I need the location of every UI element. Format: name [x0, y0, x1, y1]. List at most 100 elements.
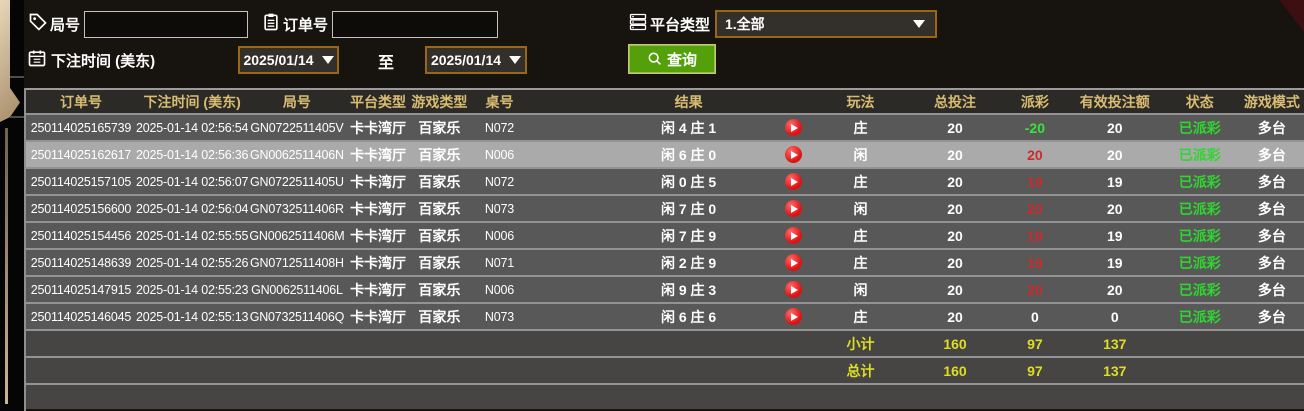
order-number-input[interactable] — [332, 11, 498, 38]
header-result: 结果 — [674, 93, 703, 110]
bet-time-label: 下注时间 (美东) — [51, 53, 156, 70]
play-video-icon[interactable] — [776, 250, 811, 275]
grand-total-payout: 97 — [1027, 362, 1043, 379]
cell-platform: 卡卡湾厅 — [350, 173, 407, 190]
table-row[interactable]: 250114025146045 2025-01-14 02:55:13 GN0732… — [26, 304, 1304, 331]
search-icon — [648, 52, 661, 65]
cell-platform: 卡卡湾厅 — [350, 227, 407, 244]
header-order: 订单号 — [59, 93, 102, 110]
cell-total_bet: 20 — [947, 227, 963, 244]
table-row[interactable]: 250114025148639 2025-01-14 02:55:26 GN0712… — [26, 250, 1304, 277]
cell-play: 闲 — [853, 146, 868, 163]
header-platform: 平台类型 — [350, 93, 407, 110]
cell-round: GN0062511406N — [250, 147, 344, 162]
cell-order: 250114025148639 — [30, 255, 132, 270]
play-video-icon[interactable] — [776, 196, 811, 221]
cell-time: 2025-01-14 02:55:13 — [135, 309, 249, 324]
table-row[interactable]: 250114025157105 2025-01-14 02:56:07 GN0722… — [26, 169, 1304, 196]
cell-result: 闲 9 庄 3 — [660, 281, 717, 298]
round-number-input[interactable] — [84, 11, 248, 38]
subtotal-total-bet: 160 — [943, 335, 967, 352]
cell-result: 闲 7 庄 9 — [660, 227, 717, 244]
table-row[interactable]: 250114025147915 2025-01-14 02:55:23 GN0062… — [26, 277, 1304, 304]
spacer-cell — [531, 115, 601, 140]
cell-time: 2025-01-14 02:55:26 — [135, 255, 249, 270]
platform-type-select[interactable]: 1.全部 — [715, 10, 937, 38]
table-row[interactable]: 250114025165739 2025-01-14 02:56:54 GN0722… — [26, 115, 1304, 142]
cell-table_no: N071 — [484, 255, 514, 270]
cell-status: 已派彩 — [1178, 254, 1221, 271]
table-body: 250114025165739 2025-01-14 02:56:54 GN0722… — [26, 115, 1304, 331]
cell-valid_bet: 20 — [1106, 200, 1123, 217]
cell-mode: 多台 — [1257, 119, 1286, 136]
cell-valid_bet: 19 — [1106, 227, 1123, 244]
cell-game: 百家乐 — [418, 173, 461, 190]
query-button[interactable]: 查询 — [628, 44, 716, 74]
cell-result: 闲 6 庄 0 — [660, 146, 717, 163]
cell-time: 2025-01-14 02:56:07 — [135, 174, 249, 189]
cell-play: 庄 — [853, 308, 868, 325]
cell-round: GN0062511406M — [249, 228, 345, 243]
play-video-icon[interactable] — [776, 277, 811, 302]
play-video-icon[interactable] — [776, 169, 811, 194]
cell-valid_bet: 20 — [1106, 281, 1123, 298]
round-number-label: 局号 — [50, 17, 81, 34]
grand-total-label: 总计 — [846, 362, 875, 379]
play-video-icon[interactable] — [776, 115, 811, 140]
cell-valid_bet: 0 — [1110, 308, 1119, 325]
cell-platform: 卡卡湾厅 — [350, 119, 407, 136]
cell-table_no: N072 — [484, 174, 514, 189]
cell-payout: 20 — [1027, 146, 1043, 163]
header-round: 局号 — [282, 93, 311, 110]
date-to-select[interactable]: 2025/01/14 — [425, 46, 527, 74]
cell-result: 闲 2 庄 9 — [660, 254, 717, 271]
cell-total_bet: 20 — [947, 146, 963, 163]
tag-icon — [29, 13, 47, 31]
cell-total_bet: 20 — [947, 254, 963, 271]
cell-round: GN0062511406L — [251, 282, 343, 297]
cell-mode: 多台 — [1257, 227, 1286, 244]
table-row[interactable]: 250114025156600 2025-01-14 02:56:04 GN0732… — [26, 196, 1304, 223]
header-spacer — [531, 90, 601, 113]
cell-table_no: N072 — [484, 120, 514, 135]
cell-mode: 多台 — [1257, 254, 1286, 271]
cell-total_bet: 20 — [947, 119, 963, 136]
cell-result: 闲 6 庄 6 — [660, 308, 717, 325]
cell-status: 已派彩 — [1178, 308, 1221, 325]
cell-game: 百家乐 — [418, 200, 461, 217]
cell-order: 250114025162617 — [30, 147, 132, 162]
grand-total-row: 总计 160 97 137 — [26, 358, 1304, 385]
cell-round: GN0722511405V — [250, 120, 344, 135]
table-row[interactable]: 250114025162617 2025-01-14 02:56:36 GN0062… — [26, 142, 1304, 169]
cell-valid_bet: 19 — [1106, 254, 1123, 271]
divider — [10, 116, 24, 118]
header-mode: 游戏模式 — [1243, 93, 1300, 110]
cell-play: 庄 — [853, 254, 868, 271]
play-video-icon[interactable] — [776, 142, 811, 167]
grand-total-valid-bet: 137 — [1103, 362, 1127, 379]
cell-time: 2025-01-14 02:56:54 — [135, 120, 249, 135]
date-from-select[interactable]: 2025/01/14 — [238, 46, 339, 74]
left-edge-decoration — [0, 0, 24, 411]
subtotal-payout: 97 — [1027, 335, 1043, 352]
play-video-icon[interactable] — [776, 304, 811, 329]
cell-platform: 卡卡湾厅 — [350, 146, 407, 163]
platform-type-icon — [629, 13, 647, 31]
cell-table_no: N006 — [484, 147, 514, 162]
play-video-icon[interactable] — [776, 223, 811, 248]
cell-game: 百家乐 — [418, 281, 461, 298]
table-row[interactable]: 250114025154456 2025-01-14 02:55:55 GN0062… — [26, 223, 1304, 250]
cell-time: 2025-01-14 02:55:23 — [135, 282, 249, 297]
cell-order: 250114025147915 — [30, 282, 132, 297]
subtotal-valid-bet: 137 — [1103, 335, 1127, 352]
cell-play: 闲 — [853, 281, 868, 298]
cell-play: 闲 — [853, 200, 868, 217]
cell-result: 闲 4 庄 1 — [660, 119, 717, 136]
cell-payout: 19 — [1027, 173, 1043, 190]
cell-total_bet: 20 — [947, 173, 963, 190]
bet-records-table: 订单号 下注时间 (美东) 局号 平台类型 游戏类型 桌号 结果 玩法 总投注 … — [24, 88, 1304, 411]
header-valid-bet: 有效投注额 — [1079, 93, 1150, 110]
cell-payout: 0 — [1030, 308, 1039, 325]
cell-game: 百家乐 — [418, 227, 461, 244]
